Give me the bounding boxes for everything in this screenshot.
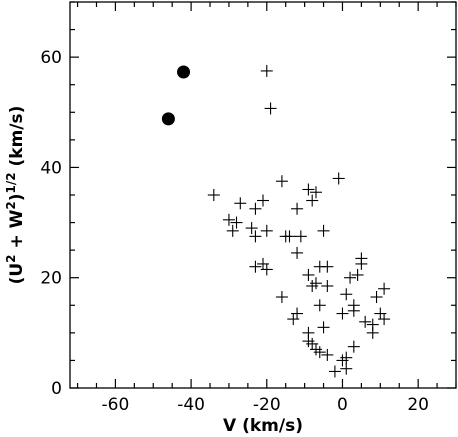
plus-marker [294, 230, 307, 243]
plus-marker [207, 189, 220, 201]
y-tick-label: 20 [40, 269, 62, 289]
plus-marker [317, 321, 330, 334]
plus-marker [378, 313, 391, 326]
filled-circle-marker [161, 112, 175, 126]
y-axis-label-sup: 2 [4, 201, 18, 209]
plus-marker [260, 263, 273, 276]
plus-marker [321, 260, 334, 273]
y-axis-label-part: ) [7, 193, 27, 201]
plus-marker [313, 346, 326, 359]
filled-circle-marker [177, 65, 191, 79]
plus-marker [226, 224, 239, 237]
plus-marker [275, 175, 288, 188]
plus-marker [351, 268, 364, 281]
plus-marker [260, 64, 273, 77]
plus-marker [249, 260, 262, 273]
plus-marker [249, 230, 262, 243]
y-tick-label: 40 [40, 158, 62, 178]
plus-marker [340, 288, 353, 301]
plus-marker [245, 222, 258, 235]
y-tick-label: 60 [40, 48, 62, 68]
plus-marker [340, 362, 353, 375]
plus-marker [344, 271, 357, 284]
plus-marker [302, 268, 315, 281]
plus-marker [328, 365, 341, 378]
plus-marker [249, 202, 262, 215]
x-axis-label: V (km/s) [223, 416, 303, 436]
axis-ticks [70, 1, 457, 389]
plus-marker [264, 102, 277, 115]
plus-marker [234, 197, 247, 210]
plus-marker [347, 304, 360, 317]
plus-marker [366, 326, 379, 339]
plus-marker [336, 354, 349, 367]
plus-marker [378, 282, 391, 295]
plus-marker [306, 279, 319, 292]
plus-marker [222, 213, 235, 226]
y-axis-label: (U2 + W2)1/2 (km/s) [4, 106, 27, 285]
plus-marker [359, 315, 372, 328]
y-axis-label-sup: 2 [4, 254, 18, 262]
plus-marker [306, 194, 319, 207]
plus-marker [291, 246, 304, 259]
plus-marker [283, 230, 296, 243]
x-tick-label: -20 [253, 395, 281, 415]
tick-labels: -60 -40 -20 0 20 0 20 40 60 [40, 48, 429, 415]
plus-marker [302, 183, 315, 196]
y-tick-label: 0 [51, 379, 62, 399]
plus-marker [230, 216, 243, 229]
plus-marker [257, 194, 269, 207]
plus-marker [260, 224, 273, 237]
y-axis-label-part: (U [7, 263, 27, 285]
plus-marker [355, 257, 368, 270]
plus-marker [291, 202, 304, 215]
y-axis-label-part: + W [7, 209, 27, 254]
plus-marker [309, 186, 322, 199]
x-tick-label: -60 [102, 395, 130, 415]
plus-marker [321, 279, 334, 292]
plus-marker [317, 224, 330, 237]
plus-marker [347, 340, 360, 353]
plus-marker [321, 348, 334, 361]
plus-marker [275, 291, 288, 304]
plus-marker [332, 172, 345, 185]
plus-marker [336, 307, 349, 320]
plus-marker [370, 291, 383, 304]
plus-marker [287, 313, 300, 326]
plus-marker [313, 299, 326, 312]
x-tick-label: -40 [177, 395, 205, 415]
y-axis-label-sup: 1/2 [4, 172, 18, 193]
x-tick-label: 0 [337, 395, 348, 415]
y-axis-label-part: (km/s) [7, 106, 27, 173]
x-tick-label: 20 [407, 395, 429, 415]
data-points [161, 64, 391, 378]
